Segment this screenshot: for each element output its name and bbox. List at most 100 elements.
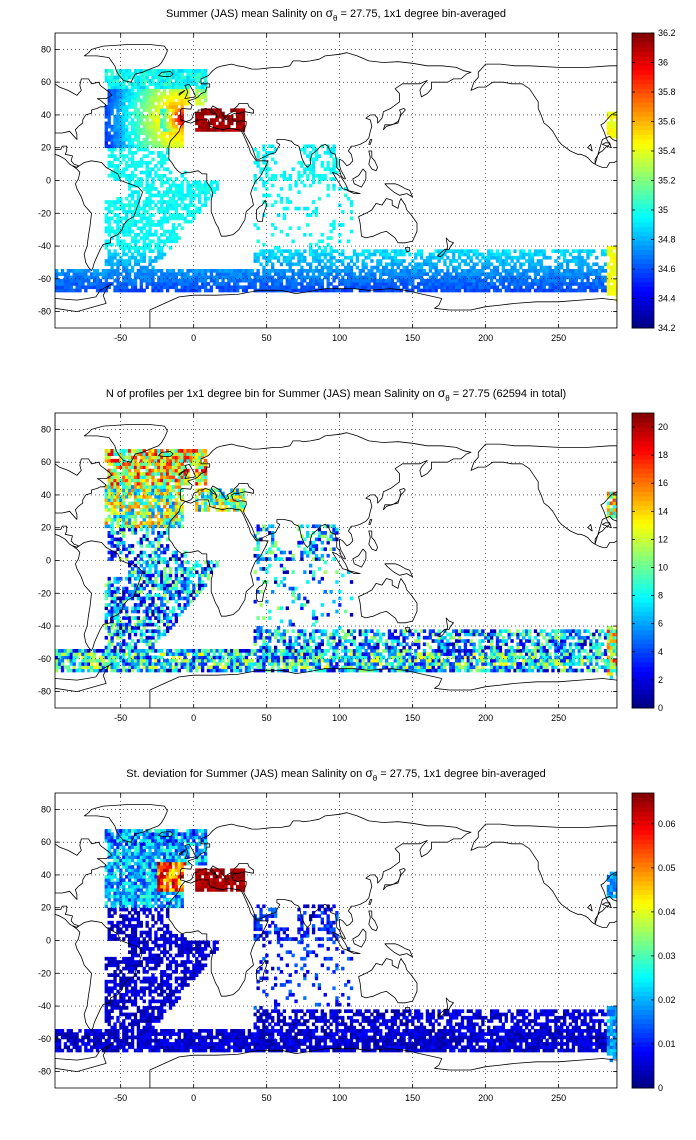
data-cell (212, 118, 216, 122)
data-cell (390, 278, 395, 283)
data-cell (127, 288, 132, 293)
data-cell (107, 658, 111, 663)
data-cell (236, 269, 240, 273)
data-cell (107, 282, 111, 286)
data-cell (122, 101, 126, 106)
data-cell (527, 259, 532, 263)
data-cell (233, 652, 237, 656)
data-cell (317, 255, 322, 260)
data-cell (125, 275, 129, 280)
data-cell (332, 151, 336, 155)
data-cell (513, 658, 517, 663)
data-cell (300, 632, 304, 637)
data-cell (107, 262, 111, 267)
data-cell (539, 642, 543, 647)
colorbar-segment (632, 272, 654, 278)
data-cell (273, 635, 278, 640)
data-cell (247, 272, 252, 276)
colorbar-tick-label: 35.4 (658, 146, 676, 156)
y-tick-label: 80 (41, 44, 51, 54)
data-cell (160, 246, 164, 250)
data-cell (163, 285, 167, 290)
data-cell (490, 655, 494, 660)
data-cell (177, 137, 181, 142)
data-cell (180, 131, 184, 136)
data-cell (174, 131, 179, 136)
data-cell (311, 639, 316, 643)
coastline (83, 44, 168, 83)
data-cell (209, 278, 214, 283)
data-cell (142, 259, 146, 263)
data-cell (417, 639, 421, 643)
data-cell (186, 275, 190, 280)
data-cell (454, 665, 459, 670)
data-cell (609, 128, 614, 132)
data-cell (399, 262, 403, 267)
data-cell (259, 635, 263, 640)
data-cell (136, 652, 141, 656)
data-cell (215, 128, 219, 132)
data-cell (116, 278, 120, 283)
data-cell (460, 639, 465, 643)
data-cell (57, 285, 62, 290)
data-cell (160, 134, 164, 139)
data-cell (98, 282, 103, 286)
data-cell (554, 649, 558, 653)
data-cell (148, 226, 152, 231)
data-cell (323, 246, 327, 250)
data-cell (230, 655, 234, 660)
data-cell (133, 203, 138, 208)
data-cell (402, 635, 406, 640)
data-cell (273, 632, 278, 637)
data-cell (317, 259, 322, 263)
data-cell (160, 282, 164, 286)
data-cell (282, 642, 287, 647)
data-cell (519, 278, 523, 283)
data-cell (335, 272, 339, 276)
data-cell (320, 285, 324, 290)
data-cell (417, 652, 421, 656)
data-cell (443, 285, 447, 290)
data-cell (122, 98, 126, 103)
data-cell (69, 655, 73, 660)
data-cell (414, 265, 418, 270)
data-cell (609, 255, 614, 260)
data-cell (165, 82, 170, 86)
data-cell (125, 75, 129, 80)
data-cell (177, 72, 181, 77)
data-cell (180, 134, 184, 139)
data-cell (565, 652, 570, 656)
data-cell (142, 121, 146, 126)
data-cell (203, 183, 208, 188)
data-cell (291, 649, 295, 653)
colorbar-tick-label: 34.2 (658, 323, 676, 333)
data-cell (195, 101, 199, 106)
data-cell (110, 242, 114, 247)
data-cell (133, 262, 138, 267)
data-cell (262, 160, 266, 165)
data-cell (475, 658, 479, 663)
data-cell (236, 275, 240, 280)
data-cell (107, 137, 111, 142)
data-cell (142, 216, 146, 221)
data-cell (326, 649, 330, 653)
data-cell (160, 196, 164, 201)
data-cell (139, 85, 143, 90)
data-cell (355, 645, 360, 650)
data-cell (130, 219, 135, 224)
data-cell (145, 141, 149, 145)
data-cell (562, 658, 567, 663)
data-cell (218, 662, 222, 666)
data-cell (250, 282, 254, 286)
data-cell (209, 658, 214, 663)
data-cell (174, 134, 179, 139)
data-cell (306, 282, 310, 286)
data-cell (554, 285, 558, 290)
data-cell (501, 639, 505, 643)
data-cell (396, 668, 400, 673)
colorbar-segment (632, 79, 654, 85)
data-cell (367, 658, 371, 663)
data-cell (519, 642, 523, 647)
data-cell (130, 144, 135, 149)
data-cell (490, 249, 494, 254)
